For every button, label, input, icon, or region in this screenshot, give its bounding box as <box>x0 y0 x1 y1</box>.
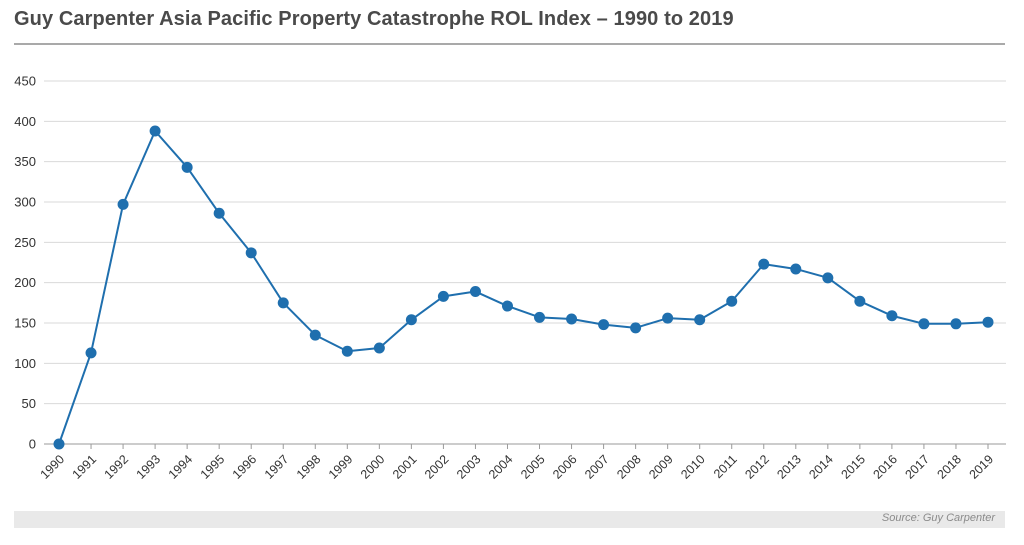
x-tick-label: 2011 <box>711 452 740 481</box>
data-point <box>373 342 385 354</box>
data-point <box>85 347 97 359</box>
x-tick-label: 1999 <box>326 452 356 482</box>
x-tick-label: 2004 <box>486 452 516 482</box>
x-tick-label: 2000 <box>358 452 388 482</box>
data-point <box>501 300 513 312</box>
x-tick-label: 1993 <box>134 452 164 482</box>
data-point <box>598 319 610 331</box>
x-tick-label: 1994 <box>166 452 196 482</box>
x-tick-label: 1990 <box>38 452 68 482</box>
x-tick-label: 1992 <box>102 452 132 482</box>
x-tick-label: 1997 <box>262 452 292 482</box>
source-bar: Source: Guy Carpenter <box>14 511 1005 528</box>
y-tick-label: 200 <box>14 275 36 290</box>
x-tick-label: 2001 <box>390 452 420 482</box>
data-point <box>566 313 578 325</box>
y-tick-label: 50 <box>22 396 36 411</box>
x-tick-label: 2013 <box>774 452 804 482</box>
series-line-path <box>58 130 989 445</box>
data-point <box>437 290 449 302</box>
data-point <box>405 314 417 326</box>
x-tick-label: 1995 <box>198 452 228 482</box>
data-point <box>950 318 962 330</box>
data-point <box>790 263 802 275</box>
data-point <box>886 310 898 322</box>
series-points <box>53 125 994 450</box>
data-point <box>662 312 674 324</box>
data-point <box>726 295 738 307</box>
x-tick-label: 2005 <box>518 452 548 482</box>
y-axis-ticks: 0 50 100 150 200 250 300 350 400 450 <box>14 74 36 452</box>
x-tick-label: 2019 <box>967 452 997 482</box>
x-tick-label: 2016 <box>870 452 900 482</box>
y-tick-label: 250 <box>14 235 36 250</box>
x-tick-label: 1998 <box>294 452 324 482</box>
data-point <box>822 272 834 284</box>
chart-title: Guy Carpenter Asia Pacific Property Cata… <box>14 8 734 30</box>
x-tick-label: 2017 <box>902 452 932 482</box>
x-tick-label: 2015 <box>838 452 868 482</box>
data-point <box>758 258 770 270</box>
x-tick-label: 2006 <box>550 452 580 482</box>
x-tick-label: 2012 <box>742 452 772 482</box>
y-tick-label: 450 <box>14 74 36 89</box>
x-axis-ticks: 1990 1991 1992 1993 1994 1995 1996 1997 1998 1999… <box>38 444 997 482</box>
data-point <box>918 318 930 330</box>
y-tick-label: 350 <box>14 154 36 169</box>
data-point <box>309 329 321 341</box>
x-tick-label: 2009 <box>646 452 676 482</box>
x-tick-label: 2010 <box>678 452 708 482</box>
data-point <box>534 311 546 323</box>
data-point <box>854 295 866 307</box>
x-tick-label: 2007 <box>582 452 612 482</box>
y-tick-label: 100 <box>14 356 36 371</box>
x-tick-label: 1996 <box>230 452 260 482</box>
x-tick-label: 2014 <box>806 452 836 482</box>
y-tick-label: 300 <box>14 195 36 210</box>
data-point <box>469 286 481 298</box>
source-note: Source: Guy Carpenter <box>881 512 995 524</box>
data-point <box>982 316 994 328</box>
data-point <box>245 247 257 259</box>
gridlines <box>44 80 1006 445</box>
data-point <box>181 161 193 173</box>
x-tick-label: 2002 <box>422 452 452 482</box>
x-tick-label: 2008 <box>614 452 644 482</box>
data-point <box>277 297 289 309</box>
title-divider <box>14 43 1005 45</box>
data-point <box>53 438 65 450</box>
series-line <box>58 130 989 445</box>
y-tick-label: 400 <box>14 114 36 129</box>
data-point <box>117 198 129 210</box>
x-tick-label: 2003 <box>454 452 484 482</box>
data-point <box>630 322 642 334</box>
data-point <box>694 314 706 326</box>
x-tick-label: 2018 <box>935 452 965 482</box>
y-tick-label: 150 <box>14 316 36 331</box>
y-tick-label: 0 <box>29 437 36 452</box>
data-point <box>341 345 353 357</box>
data-point <box>213 207 225 219</box>
data-point <box>149 125 161 137</box>
x-tick-label: 1991 <box>70 452 100 482</box>
